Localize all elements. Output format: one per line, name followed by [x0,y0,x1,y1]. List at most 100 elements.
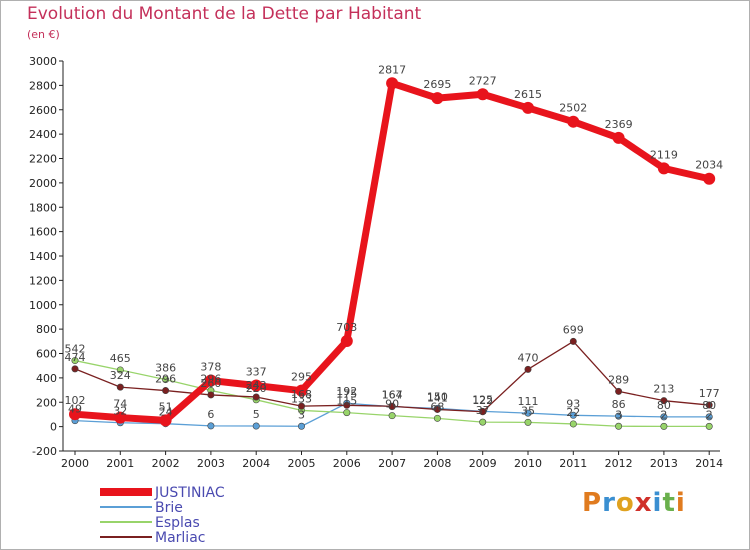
y-tick-label: 2200 [29,153,57,166]
data-label: 24 [159,406,173,419]
data-point [433,414,441,422]
x-tick-label: 2005 [288,457,316,470]
data-point [524,365,532,373]
data-point [252,422,260,430]
data-label: 699 [563,323,584,336]
data-point [71,365,79,373]
data-label: 2 [706,408,713,421]
data-point [524,409,532,417]
y-tick-label: -200 [32,445,57,458]
data-label: 74 [113,398,127,411]
data-point [386,77,399,90]
legend-label: Marliac [155,530,205,546]
data-label: 3 [298,408,305,421]
data-point [567,115,580,128]
data-label: 22 [566,406,580,419]
y-tick-label: 0 [50,421,57,434]
data-point [433,405,441,413]
data-point [69,408,81,421]
x-tick-label: 2001 [106,457,134,470]
data-point [295,384,308,397]
data-label: 295 [291,371,312,384]
data-label: 337 [246,366,267,379]
data-point [705,422,713,430]
data-point [615,422,623,430]
data-label: 2 [660,408,667,421]
data-label: 6 [207,408,214,421]
data-point [615,387,623,395]
data-label: 2119 [650,148,678,161]
x-tick-label: 2006 [333,457,361,470]
data-point [660,397,668,405]
data-label: 465 [110,352,131,365]
data-label: 296 [200,373,221,386]
logo-letter: r [602,488,616,518]
data-point [252,393,260,401]
chart-title: Evolution du Montant de la Dette par Hab… [27,4,422,24]
data-point [479,418,487,426]
data-label: 80 [657,399,671,412]
data-point [297,402,305,410]
data-label: 2695 [423,78,451,91]
x-tick-label: 2011 [559,457,587,470]
logo-letter: P [582,488,603,518]
data-point [657,162,670,175]
legend-label: JUSTINIAC [154,485,225,501]
logo-letter: i [652,488,663,518]
data-label: 2502 [559,102,587,115]
data-label: 378 [200,361,221,374]
legend-label: Brie [155,500,183,516]
data-label: 192 [336,385,357,398]
x-tick-label: 2014 [695,457,723,470]
data-label: 102 [65,394,86,407]
data-point [250,379,263,392]
x-tick-label: 2012 [605,457,633,470]
data-point [114,411,127,424]
y-tick-label: 1000 [29,299,57,312]
data-point [388,412,396,420]
data-point [705,413,713,421]
logo-letter: i [675,488,686,518]
data-label: 175 [336,387,357,400]
data-label: 68 [430,400,444,413]
data-point [476,88,489,101]
chart-subtitle: (en €) [27,28,60,41]
data-label: 703 [336,321,357,334]
data-label: 80 [702,399,716,412]
y-tick-label: 1200 [29,274,57,287]
data-point [116,383,124,391]
x-tick-label: 2004 [242,457,270,470]
data-label: 289 [608,373,629,386]
data-label: 141 [427,391,448,404]
y-tick-label: 600 [36,348,57,361]
logo-letter: x [634,488,653,518]
data-label: 296 [155,373,176,386]
data-label: 168 [291,388,312,401]
data-label: 2615 [514,88,542,101]
data-label: 122 [472,394,493,407]
data-label: 49 [68,403,82,416]
data-point [204,374,217,387]
data-point [159,414,172,427]
x-tick-label: 2007 [378,457,406,470]
data-point [522,101,534,114]
y-tick-label: 3000 [29,55,57,68]
logo-letter: o [615,488,635,518]
data-label: 2817 [378,63,406,76]
data-label: 386 [155,362,176,375]
x-tick-label: 2010 [514,457,542,470]
data-point [207,422,215,430]
data-point [479,408,487,416]
data-label: 213 [653,383,674,396]
data-point [660,413,668,421]
data-label: 2369 [605,118,633,131]
data-label: 470 [518,351,539,364]
data-label: 51 [159,400,173,413]
y-tick-label: 1400 [29,250,57,263]
data-point [297,422,305,430]
data-point [431,92,444,105]
x-tick-label: 2002 [152,457,180,470]
data-label: 260 [200,377,221,390]
data-label: 111 [518,395,539,408]
data-point [524,418,532,426]
